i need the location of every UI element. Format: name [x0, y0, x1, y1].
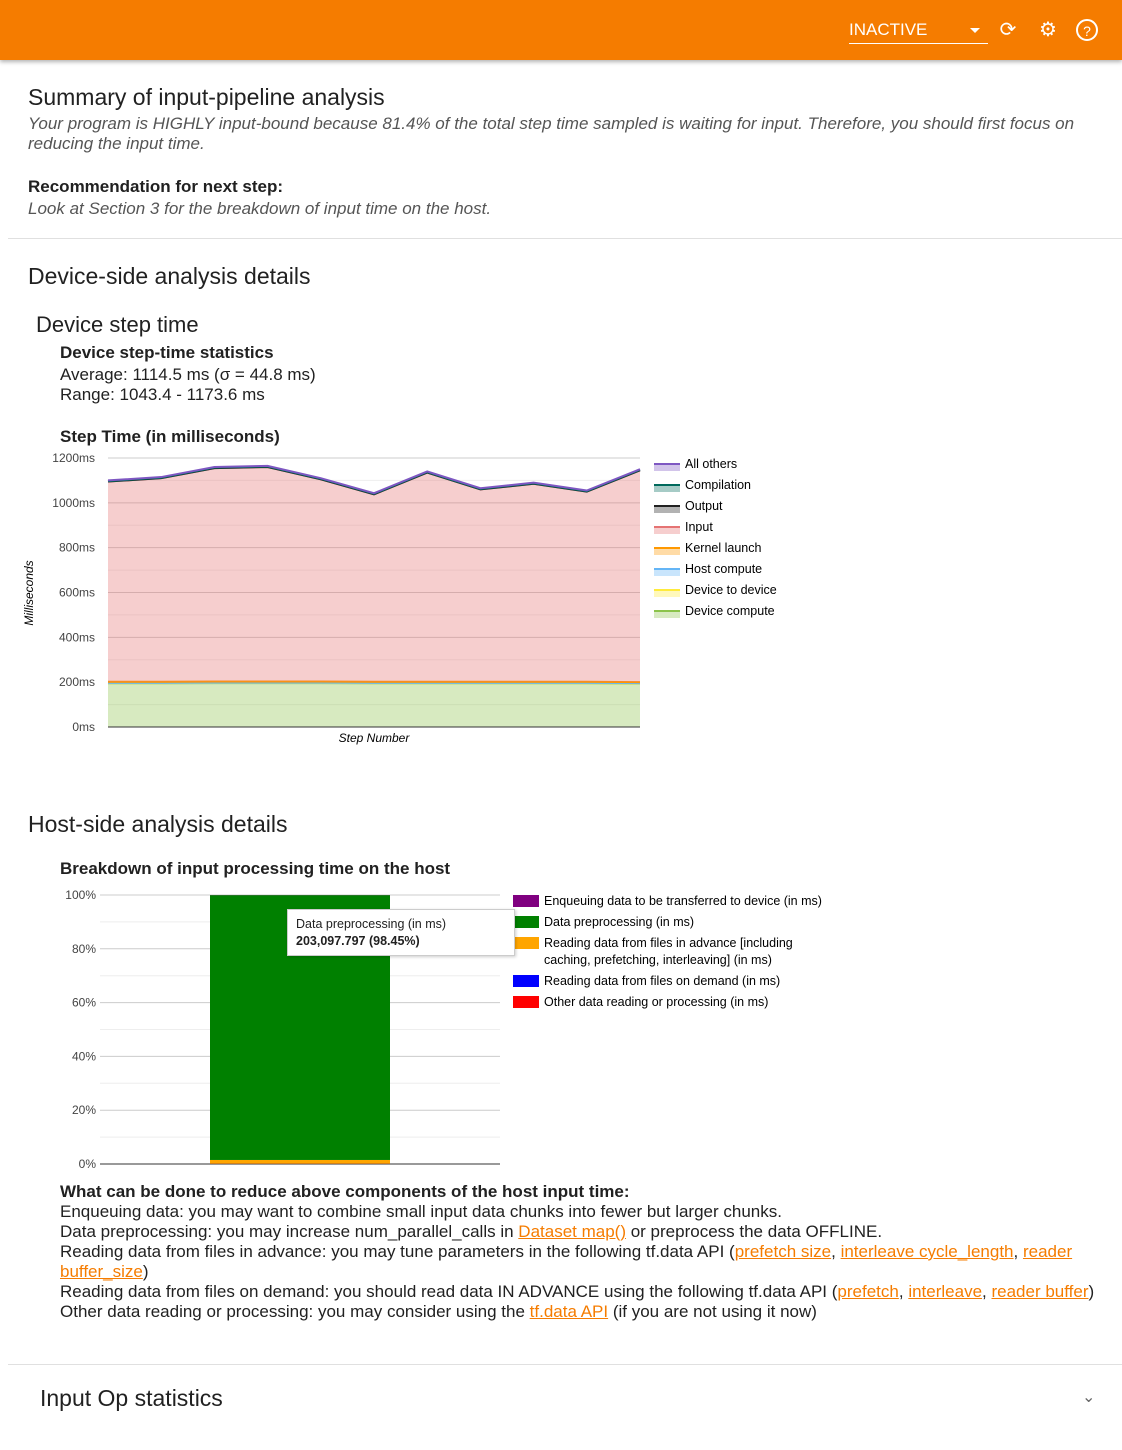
reader-buffer-link[interactable]: reader buffer: [991, 1282, 1089, 1301]
dataset-map-link[interactable]: Dataset map(): [518, 1222, 626, 1241]
help-icon[interactable]: ?: [1076, 19, 1098, 41]
y-tick-label: 600ms: [59, 586, 95, 600]
y-tick-label: 200ms: [59, 675, 95, 689]
expand-chevron-icon[interactable]: ⌄: [1082, 1389, 1096, 1406]
step-chart-title: Step Time (in milliseconds): [60, 427, 280, 446]
status-select[interactable]: INACTIVE: [849, 18, 988, 44]
text: Other data reading or processing: you ma…: [60, 1302, 530, 1321]
area-input: [108, 466, 640, 683]
advice-read-demand: Reading data from files on demand: you s…: [60, 1282, 1095, 1301]
y-tick-label: 40%: [72, 1049, 96, 1063]
stats-title: Device step-time statistics: [60, 343, 274, 362]
legend-label: caching, prefetching, interleaving] (in …: [544, 953, 772, 967]
y-tick-label: 0ms: [72, 720, 95, 734]
text: (if you are not using it now): [608, 1302, 817, 1321]
legend-swatch: [654, 505, 680, 513]
summary-title: Summary of input-pipeline analysis: [28, 84, 385, 110]
legend-label: Reading data from files in advance [incl…: [544, 936, 793, 950]
top-bar: INACTIVE ⟳ ⚙ ?: [0, 0, 1122, 60]
advice-other: Other data reading or processing: you ma…: [60, 1302, 1110, 1322]
step-time-chart: 0ms 200ms 400ms 600ms 800ms 1000ms 1200ms Step …: [22, 451, 777, 745]
analysis-card: Device-side analysis details Device step…: [8, 239, 1122, 1365]
prefetch-size-link[interactable]: prefetch size: [734, 1242, 832, 1261]
y-tick-label: 1000ms: [52, 496, 95, 510]
legend-swatch: [654, 526, 680, 534]
advice-read-advance: Reading data from files in advance: you …: [60, 1242, 1073, 1281]
y-axis-label: Milliseconds: [22, 560, 36, 625]
advice-title: What can be done to reduce above compone…: [60, 1182, 630, 1201]
legend-label: Enqueuing data to be transferred to devi…: [544, 894, 822, 908]
legend-swatch: [513, 916, 539, 928]
stats-average: Average: 1114.5 ms (σ = 44.8 ms): [60, 365, 316, 384]
legend-swatch: [654, 568, 680, 576]
tooltip-label: Data preprocessing (in ms): [296, 917, 447, 931]
legend-label: Device to device: [685, 583, 777, 597]
host-title: Host-side analysis details: [28, 811, 288, 837]
tooltip-value: 203,097.797 (98.45%): [296, 934, 420, 948]
legend-label: All others: [685, 457, 737, 471]
legend-label: Kernel launch: [685, 541, 761, 555]
text: Data preprocessing: you may increase num…: [60, 1222, 519, 1241]
advice-preprocessing: Data preprocessing: you may increase num…: [60, 1222, 1110, 1242]
prefetch-link[interactable]: prefetch: [837, 1282, 899, 1301]
y-tick-label: 1200ms: [52, 451, 95, 465]
advice-section: What can be done to reduce above compone…: [60, 1182, 1110, 1322]
stats-range: Range: 1043.4 - 1173.6 ms: [60, 385, 265, 404]
input-op-title: Input Op statistics: [40, 1385, 223, 1411]
area-device-compute: [108, 683, 640, 727]
summary-card: Summary of input-pipeline analysis Your …: [8, 62, 1122, 239]
interleave-link[interactable]: interleave: [908, 1282, 983, 1301]
y-tick-label: 20%: [72, 1103, 96, 1117]
x-axis-label: Step Number: [339, 731, 411, 745]
advice-enqueue: Enqueuing data: you may want to combine …: [60, 1202, 782, 1221]
status-value: INACTIVE: [849, 20, 928, 39]
y-tick-label: 60%: [72, 996, 96, 1010]
settings-icon[interactable]: ⚙: [1039, 19, 1057, 41]
legend-label: Input: [685, 520, 713, 534]
y-tick-label: 400ms: [59, 630, 95, 644]
input-op-card[interactable]: Input Op statistics ⌄: [8, 1365, 1122, 1450]
recommendation-label: Recommendation for next step:: [28, 177, 284, 196]
text: ): [142, 1262, 149, 1281]
line-kernel-launch: [108, 680, 641, 684]
y-tick-label: 800ms: [59, 541, 95, 555]
legend-swatch: [513, 996, 539, 1008]
chart-tooltip: Data preprocessing (in ms) 203,097.797 (…: [287, 909, 515, 956]
interleave-cycle-link[interactable]: interleave cycle_length: [840, 1242, 1014, 1261]
legend-swatch: [513, 937, 539, 949]
legend-label: Data preprocessing (in ms): [544, 915, 694, 929]
legend-swatch: [654, 463, 680, 471]
bar-segment: [210, 1159, 390, 1164]
refresh-icon[interactable]: ⟳: [999, 19, 1017, 41]
y-tick-label: 100%: [65, 888, 96, 902]
recommendation-text: Look at Section 3 for the breakdown of i…: [28, 199, 492, 218]
legend-label: Host compute: [685, 562, 762, 576]
legend-swatch: [654, 484, 680, 492]
legend-label: Device compute: [685, 604, 775, 618]
text: ): [1088, 1282, 1095, 1301]
y-tick-label: 80%: [72, 942, 96, 956]
device-title: Device-side analysis details: [28, 263, 311, 289]
text: Reading data from files in advance: you …: [60, 1242, 735, 1261]
legend-label: Compilation: [685, 478, 751, 492]
legend-swatch: [513, 975, 539, 987]
device-step-time-title: Device step time: [36, 312, 199, 337]
legend-swatch: [513, 895, 539, 907]
dropdown-arrow-icon: [970, 28, 980, 33]
reader-buffer-size-link[interactable]: reader buffer_size: [60, 1242, 1073, 1281]
line-all-others: [107, 464, 641, 495]
text: Reading data from files on demand: you s…: [60, 1282, 838, 1301]
legend-swatch: [654, 589, 680, 597]
y-tick-label: 0%: [79, 1157, 97, 1171]
legend-label: Output: [685, 499, 723, 513]
legend-label: Other data reading or processing (in ms): [544, 995, 768, 1009]
legend-label: Reading data from files on demand (in ms…: [544, 974, 780, 988]
summary-text: Your program is HIGHLY input-bound becau…: [28, 114, 1075, 153]
legend-swatch: [654, 547, 680, 555]
legend-swatch: [654, 610, 680, 618]
text: or preprocess the data OFFLINE.: [626, 1222, 883, 1241]
host-chart-title: Breakdown of input processing time on th…: [60, 859, 451, 878]
tfdata-api-link[interactable]: tf.data API: [529, 1302, 609, 1321]
